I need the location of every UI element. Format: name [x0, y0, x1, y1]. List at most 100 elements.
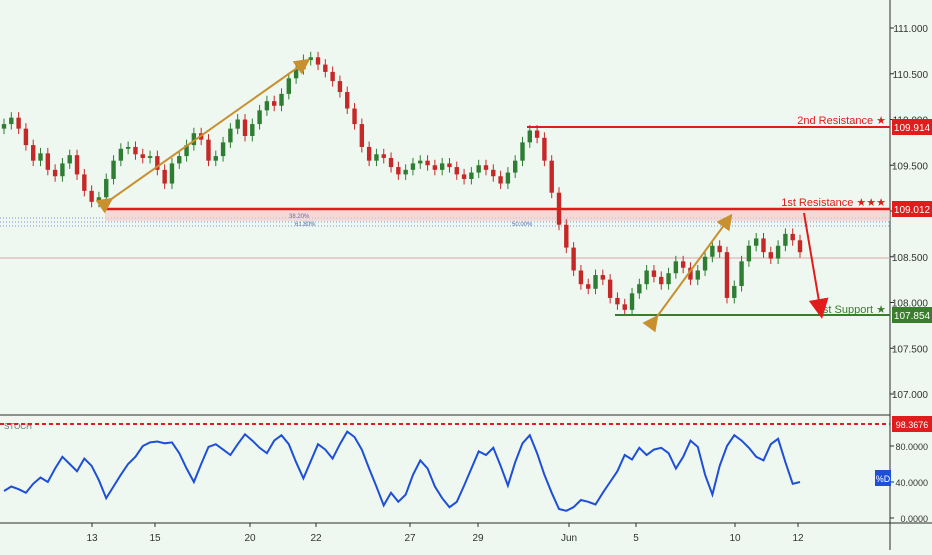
stoch-level-tag [892, 416, 932, 432]
candle-body [140, 154, 145, 158]
candle-body [622, 304, 627, 310]
candle-body [483, 165, 489, 170]
candle-body [717, 245, 722, 253]
support-1-price-tag [892, 307, 932, 323]
candle-body [118, 148, 124, 161]
candle-body [571, 247, 576, 271]
candle-body [644, 270, 649, 285]
candle-body [790, 233, 795, 241]
candle-body [388, 157, 394, 168]
fib-label-382: 38.20% [289, 214, 310, 220]
candle-body [38, 153, 43, 161]
candle-body [680, 261, 686, 268]
candle-body [564, 224, 569, 248]
candle-body [16, 117, 21, 129]
resistance-2-price-tag [892, 119, 932, 135]
support-1-value: 107.854 [894, 311, 931, 322]
price-tick-label: 111.000 [893, 24, 928, 35]
candle-body [264, 101, 270, 111]
time-tick-label: 20 [244, 533, 256, 544]
candle-body [491, 169, 496, 177]
candle-body [89, 190, 94, 202]
stoch-tick-label: 40.0000 [895, 478, 928, 488]
candle-body [651, 270, 657, 277]
price-tick-label: 107.000 [892, 390, 929, 401]
candle-body [783, 233, 788, 246]
candle-body [447, 163, 452, 168]
time-axis-ticks: 13 15 20 22 27 29 Jun 5 10 12 [86, 523, 804, 544]
candle-body [461, 174, 467, 179]
time-tick-label: 10 [729, 533, 741, 544]
support-1-label: 1st Support ★ [817, 304, 886, 316]
stoch-series-tag [875, 470, 891, 486]
price-tick-label: 108.500 [892, 253, 929, 264]
candle-body [695, 270, 700, 280]
stoch-level-value: 98.3676 [896, 420, 929, 430]
candle-body [381, 154, 386, 158]
candle-body [125, 146, 131, 149]
time-tick-label: 22 [310, 533, 322, 544]
candle-body [418, 160, 423, 164]
candle-body [739, 261, 744, 287]
candle-body [702, 256, 708, 271]
time-tick-label: 5 [633, 533, 639, 544]
candle-body [9, 117, 14, 125]
candle-body [476, 165, 481, 173]
price-tick-label: 108.000 [892, 299, 929, 310]
candle-body [177, 156, 182, 164]
candle-body [768, 252, 773, 259]
candle-body [52, 169, 58, 177]
candle-body [242, 119, 248, 136]
candle-body [637, 284, 642, 294]
level-2nd-resistance: 2nd Resistance ★ 109.914 [527, 115, 932, 135]
candle-body [512, 160, 518, 173]
stoch-tick-label: 80.0000 [895, 442, 928, 452]
stoch-d-line [3, 430, 801, 512]
candle-body [600, 275, 606, 280]
candle-body [505, 172, 511, 184]
uptrend-arrow-1 [95, 58, 311, 214]
time-tick-label: 15 [149, 533, 161, 544]
candle-body [732, 286, 737, 298]
candle-body [323, 64, 328, 72]
candle-body [425, 160, 430, 166]
candle-body [359, 124, 365, 147]
candle-body [454, 167, 459, 175]
candle-body [374, 154, 379, 161]
candle-body [520, 142, 525, 161]
forecast-down-arrow [803, 212, 829, 319]
candle-body [96, 197, 102, 202]
candle-body [542, 137, 547, 161]
candle-body [250, 124, 255, 136]
candle-body [498, 176, 503, 184]
candle-body [403, 169, 408, 175]
time-tick-label: 27 [404, 533, 416, 544]
candle-body [534, 130, 540, 138]
candle-body [330, 71, 335, 82]
candle-body [673, 261, 679, 274]
candle-body [286, 78, 292, 94]
resistance-2-label: 2nd Resistance ★ [797, 115, 886, 127]
candle-body [31, 145, 36, 161]
candle-body [629, 293, 635, 310]
candle-body [45, 153, 51, 170]
candle-body [235, 119, 240, 129]
fib-label-500: 50.00% [512, 222, 533, 228]
resistance-1-price-tag [892, 201, 932, 217]
uptrend-arrow-2 [642, 213, 733, 333]
candle-body [659, 276, 664, 285]
candle-body [1, 124, 7, 129]
fib-label-618: 61.80% [295, 222, 316, 228]
candle-body [220, 142, 226, 157]
candle-body [315, 57, 321, 65]
stochastic-pane: STOCH 98.3676 80.0000 40.0000 0.0000 %D [0, 416, 932, 524]
candle-body [432, 165, 438, 170]
stoch-series-tag-label: %D [876, 474, 891, 484]
candle-body [82, 174, 87, 191]
candle-body [607, 279, 613, 298]
candle-body [615, 297, 620, 305]
candle-body [162, 169, 167, 184]
